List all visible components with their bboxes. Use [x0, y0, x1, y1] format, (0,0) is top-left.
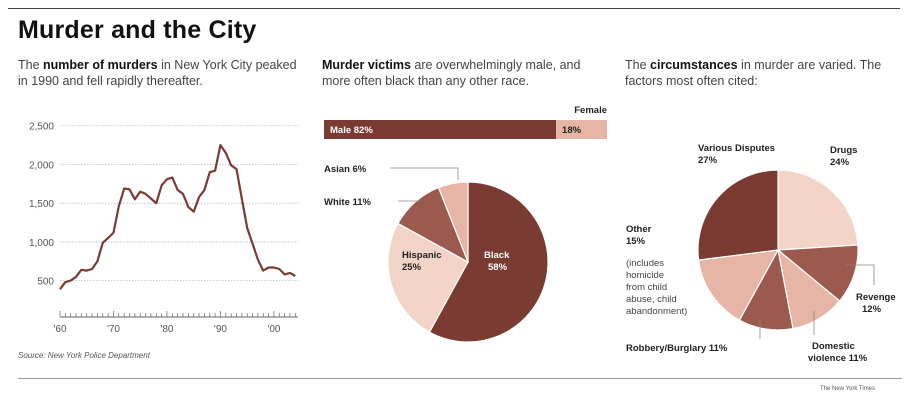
- asian-leader-line: [390, 167, 459, 180]
- x-tick-label: '60: [53, 324, 66, 335]
- label-domestic-violence: Domestic violence 11%: [808, 341, 868, 364]
- murders-line-chart: 500 1,000 1,500 2,000 2,500 '60 '70 '80 '90 '00: [29, 122, 298, 335]
- label-white: White 11%: [324, 197, 372, 208]
- x-tick-label: '80: [160, 324, 173, 335]
- circ-slice-other: [697, 249, 780, 321]
- intro-circumstances: The circumstances in murder are varied. …: [625, 58, 882, 88]
- intro-victims: Murder victims are overwhelmingly male, …: [322, 58, 581, 88]
- y-tick-label: 500: [37, 277, 54, 288]
- circ-slice-various-disputes: [697, 169, 779, 261]
- bar-male-label: Male 82%: [330, 125, 373, 136]
- graphic-title: Murder and the City: [18, 16, 257, 44]
- circumstances-pie-chart: Various Disputes 27% Drugs 24% Other 15% (i…: [626, 143, 896, 364]
- x-tick-label: '00: [267, 324, 280, 335]
- y-tick-label: 1,000: [29, 238, 54, 249]
- revenge-leader-line: [846, 264, 875, 285]
- source-note: Source: New York Police Department: [18, 351, 150, 360]
- label-black: Black 58%: [484, 250, 510, 273]
- bar-female: [556, 120, 607, 139]
- y-tick-label: 1,500: [29, 199, 54, 210]
- bar-male: [324, 120, 557, 139]
- label-other: Other 15%: [626, 224, 652, 247]
- label-revenge: Revenge 12%: [856, 292, 896, 315]
- bar-female-label: 18%: [562, 125, 582, 136]
- murders-series-line: [59, 144, 296, 290]
- label-robbery-burglary: Robbery/Burglary 11%: [626, 343, 728, 354]
- label-hispanic: Hispanic 25%: [402, 250, 442, 273]
- label-asian: Asian 6%: [324, 164, 367, 175]
- race-slice-black: [428, 181, 549, 343]
- label-various-disputes: Various Disputes 27%: [698, 143, 775, 166]
- race-pie-chart: Asian 6% White 11% Hispanic 25% Black 58%: [324, 164, 549, 343]
- circ-slice-revenge: [776, 244, 859, 302]
- female-header-label: Female: [574, 105, 607, 116]
- race-slice-hispanic: [387, 222, 469, 333]
- y-tick-label: 2,500: [29, 122, 54, 133]
- y-tick-label: 2,000: [29, 160, 54, 171]
- label-other-note: (includes homicide from child abuse, child a…: [626, 258, 687, 317]
- x-tick-label: '90: [214, 324, 227, 335]
- graphic-frame: [8, 8, 900, 389]
- bottom-rule: [18, 378, 902, 379]
- intro-murders: The number of murders in New York City p…: [18, 58, 297, 88]
- x-tick-label: '70: [107, 324, 120, 335]
- race-slice-asian: [437, 181, 469, 263]
- gender-bar-chart: Female Male 82% 18%: [324, 105, 607, 139]
- credit-line: The New York Times: [820, 386, 876, 392]
- circ-slice-drugs: [777, 169, 859, 251]
- label-drugs: Drugs 24%: [830, 145, 857, 168]
